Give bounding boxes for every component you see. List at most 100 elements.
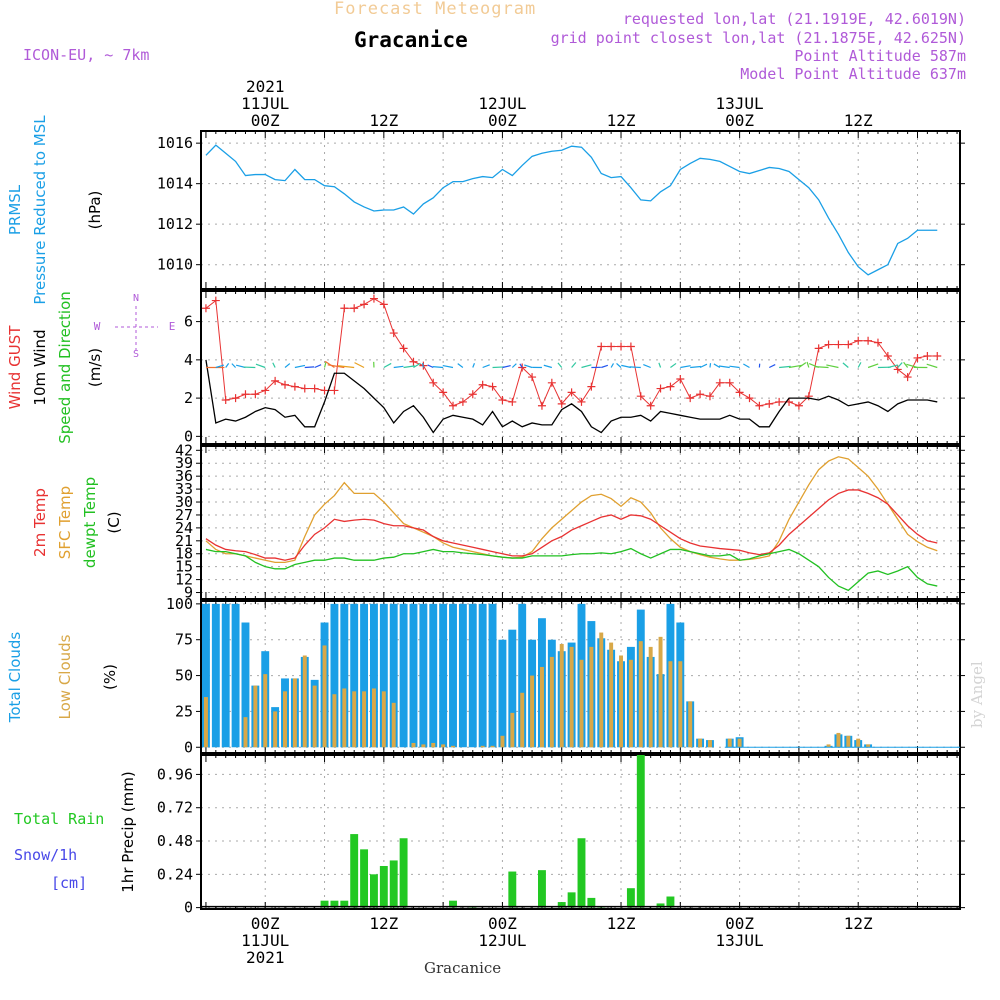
low-cloud-bar [332,694,337,748]
wind-arrow [0,0,957,368]
wind-arrow [427,364,434,369]
low-cloud-bar [421,744,426,748]
time-label-top: 12JUL [478,94,526,113]
gust-marker [666,382,675,391]
wind-arrow [643,364,651,369]
rain-bar [666,896,675,908]
gust-marker [271,376,280,385]
gust-marker [409,357,418,366]
wind-arrow [543,364,553,369]
wind-arrow [442,364,454,369]
time-label-top: 12Z [369,111,398,130]
wind-arrow [0,0,947,368]
gust-marker [340,304,349,313]
gust-marker [804,392,813,401]
ytick-label: 42 [175,441,193,459]
panel-frame [200,600,961,754]
panel-frame [200,754,961,910]
low-cloud-bar [243,717,248,748]
gust-marker [913,353,922,362]
compass-s: S [133,349,139,360]
wind-arrow [826,364,839,369]
time-label-top: 00Z [488,111,517,130]
ytick-label: 24 [175,519,193,537]
wind-arrow [383,362,392,369]
wind-arrow [926,363,938,369]
legend-snow: Snow/1h [14,846,78,864]
gust-marker [350,304,359,313]
low-cloud-bar [480,745,485,748]
ytick-label: 4 [184,351,193,369]
ytick-label: 1016 [157,134,193,152]
low-cloud-bar [846,735,851,748]
rain-bar [567,892,576,908]
gust-marker [251,390,260,399]
grid-point-coords: grid point closest lon,lat (21.1875E, 42… [550,29,966,47]
axis-label: Total Clouds [6,632,24,724]
model-point-altitude: Model Point Altitude 637m [740,65,966,83]
rain-bar [399,838,408,908]
wind-arrow [255,363,266,369]
time-label-bottom: 12Z [369,914,398,933]
legend-snow-unit: [cm] [51,874,88,892]
axis-label: PRMSL [6,184,24,235]
wind-arrow [713,363,721,369]
time-label-bottom: 00Z [488,914,517,933]
wind-arrow [524,364,533,369]
ytick-label: 2 [184,389,193,407]
total-cloud-bar [399,603,408,748]
gust-marker [824,340,833,349]
gust-marker [883,352,892,361]
low-cloud-bar [520,692,525,748]
gust-marker [903,373,912,382]
low-cloud-bar [539,666,544,748]
panel-frame [200,290,961,445]
gust-marker [725,378,734,387]
wind-arrow [629,366,641,369]
gust-marker [844,340,853,349]
axis-label: dewpt Temp [81,477,99,568]
low-cloud-bar [559,644,564,748]
gust-marker [735,388,744,397]
gust-marker [617,342,626,351]
wind-arrow [867,363,879,369]
low-cloud-bar [727,738,732,748]
total-cloud-bar [488,603,497,748]
wind-arrow [215,364,225,369]
axis-label: 10m Wind [31,329,49,405]
low-cloud-bar [866,744,871,748]
gust-marker [528,373,537,382]
gust-marker [705,392,714,401]
total-cloud-bar [211,603,220,748]
wind-arrow [482,364,490,369]
ytick-label: 0.48 [157,832,193,850]
wind-arrow [699,363,708,369]
gust-marker [933,352,942,361]
total-cloud-bar [449,603,457,748]
ytick-label: 1012 [157,215,193,233]
low-cloud-bar [273,711,278,748]
rain-bar [577,838,586,908]
total-cloud-bar [340,603,349,748]
wind-arrow [337,365,355,369]
ytick-label: 30 [175,493,193,511]
gust-marker [715,378,724,387]
rain-bar [379,865,388,908]
gust-marker [498,396,507,405]
ytick-label: 0 [184,427,193,445]
ytick-label: 15 [175,558,193,576]
time-label-top: 12Z [607,111,636,130]
axis-label: Pressure Reduced to MSL [31,115,49,305]
gust-marker [557,399,566,408]
total-cloud-bar [518,603,527,748]
time-label-top: 00Z [251,111,280,130]
total-cloud-bar [330,603,339,748]
gust-marker [488,382,497,391]
low-cloud-bar [381,691,386,748]
ytick-label: 0 [184,738,193,756]
ytick-label: 0.24 [157,865,193,883]
total-cloud-bar [458,603,467,748]
low-cloud-bar [737,738,742,748]
wind-arrow [903,361,909,368]
panel-clouds: 0 25 50 75 100 Total Clouds Low Clouds (%) [6,595,965,756]
